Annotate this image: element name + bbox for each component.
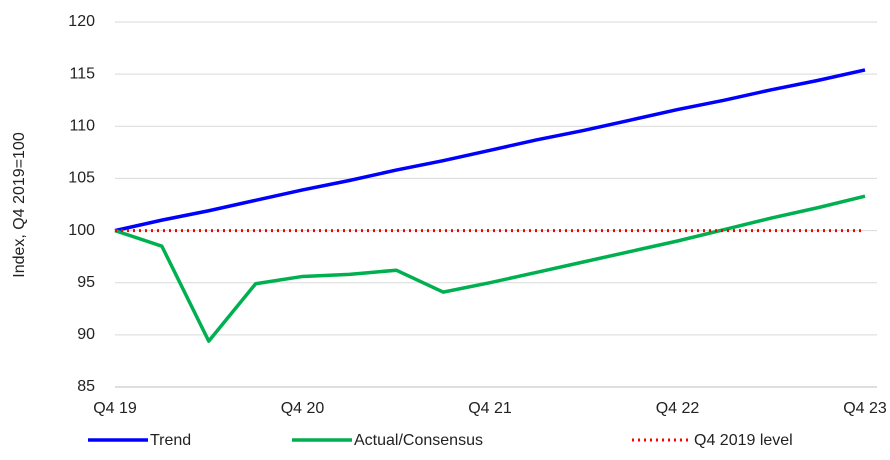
legend-label: Q4 2019 level	[694, 432, 793, 449]
x-tick-label: Q4 22	[656, 400, 700, 417]
y-tick-label: 95	[77, 274, 95, 291]
legend-label: Actual/Consensus	[354, 432, 483, 449]
legend-label: Trend	[150, 432, 191, 449]
y-tick-label: 100	[68, 222, 95, 239]
y-tick-label: 105	[68, 170, 95, 187]
x-tick-label: Q4 19	[93, 400, 137, 417]
x-tick-label: Q4 21	[468, 400, 512, 417]
y-tick-label: 90	[77, 326, 95, 343]
x-tick-label: Q4 20	[281, 400, 325, 417]
series-line	[114, 68, 866, 233]
y-tick-label: 85	[77, 378, 95, 395]
x-tick-label: Q4 23	[843, 400, 887, 417]
y-tick-label: 115	[69, 65, 95, 82]
y-axis-label: Index, Q4 2019=100	[11, 132, 28, 278]
y-tick-label: 110	[69, 118, 95, 135]
y-tick-label: 120	[68, 13, 95, 30]
series-line	[114, 194, 866, 343]
